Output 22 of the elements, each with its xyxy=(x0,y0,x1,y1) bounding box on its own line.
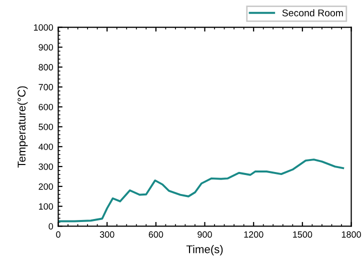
x-axis-title: Time(s) xyxy=(186,245,223,256)
x-tick-label: 900 xyxy=(198,231,212,238)
x-tick-label: 1800 xyxy=(342,231,361,238)
y-tick-label: 0 xyxy=(48,223,54,230)
y-tick-label: 1000 xyxy=(34,24,54,31)
x-tick-label: 0 xyxy=(56,231,60,238)
x-tick-label: 1200 xyxy=(244,231,264,238)
y-tick-label: 100 xyxy=(39,203,54,210)
y-tick-label: 900 xyxy=(38,44,54,51)
y-tick-label: 500 xyxy=(38,124,54,130)
legend-label: Second Room xyxy=(282,9,343,16)
y-tick-label: 400 xyxy=(38,144,54,150)
y-tick-label: 200 xyxy=(38,183,54,190)
y-tick-label: 600 xyxy=(38,104,54,110)
y-tick-label: 700 xyxy=(38,84,54,90)
y-tick-label: 300 xyxy=(38,163,54,170)
x-tick-label: 1500 xyxy=(293,231,312,238)
x-tick-label: 300 xyxy=(100,231,114,238)
x-tick-label: 600 xyxy=(148,231,164,238)
line-series xyxy=(58,158,344,222)
y-axis-title: Temperature(°C) xyxy=(17,86,28,168)
y-tick-label: 800 xyxy=(38,64,54,70)
